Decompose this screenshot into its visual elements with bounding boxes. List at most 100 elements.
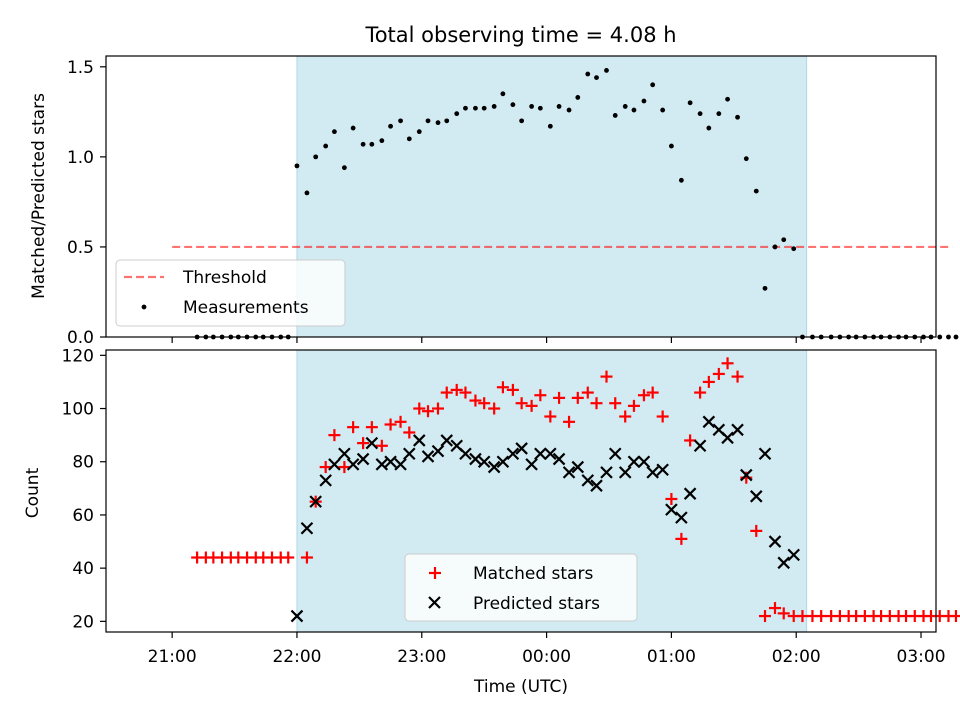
matched-point bbox=[384, 418, 397, 431]
bottom-y-tick-label: 60 bbox=[72, 506, 94, 526]
measurement-point bbox=[547, 123, 553, 129]
predicted-points bbox=[290, 415, 800, 623]
matched-point bbox=[394, 415, 407, 428]
predicted-point bbox=[675, 511, 688, 524]
matched-point bbox=[563, 415, 576, 428]
measurement-point bbox=[444, 118, 450, 124]
matched-point bbox=[488, 402, 501, 415]
matched-point bbox=[413, 402, 426, 415]
measurement-point bbox=[398, 118, 403, 124]
measurement-point bbox=[425, 118, 431, 124]
measurements-legend-marker bbox=[141, 304, 147, 310]
measurement-point bbox=[622, 104, 628, 109]
measurement-point bbox=[313, 154, 319, 160]
predicted-point bbox=[413, 434, 426, 447]
matched-point bbox=[515, 397, 528, 410]
measurement-point bbox=[341, 165, 347, 171]
predicted-point bbox=[365, 436, 379, 450]
matched-point bbox=[609, 397, 622, 410]
matched-point bbox=[328, 429, 341, 442]
x-tick-label: 03:00 bbox=[897, 647, 946, 667]
measurement-point bbox=[668, 143, 674, 149]
predicted-point bbox=[777, 556, 791, 570]
top-shaded-region bbox=[296, 55, 808, 338]
measurement-point bbox=[379, 138, 385, 144]
top-legend-box bbox=[115, 259, 346, 327]
predicted-point bbox=[731, 423, 744, 437]
predicted-point bbox=[637, 455, 651, 469]
matched-point bbox=[777, 607, 790, 620]
measurement-point bbox=[772, 244, 778, 250]
matched-legend-label: Matched stars bbox=[473, 564, 593, 584]
bottom-y-tick-label: 120 bbox=[62, 346, 94, 366]
predicted-point bbox=[319, 474, 332, 487]
measurement-point bbox=[510, 102, 516, 108]
matched-point bbox=[675, 532, 688, 545]
measurement-point bbox=[953, 334, 959, 340]
measurement-point bbox=[660, 107, 666, 113]
matched-point bbox=[590, 397, 603, 410]
matched-point bbox=[712, 367, 725, 380]
x-tick-label: 01:00 bbox=[647, 647, 696, 667]
predicted-point bbox=[721, 431, 734, 445]
predicted-point bbox=[356, 452, 370, 466]
top-y-ticks: 0.0 0.5 1.0 1.5 bbox=[67, 58, 106, 348]
matched-point bbox=[619, 410, 632, 423]
matched-point bbox=[759, 610, 772, 623]
predicted-point bbox=[525, 458, 538, 471]
predicted-point bbox=[477, 455, 491, 469]
measurement-point bbox=[937, 334, 943, 340]
x-tick-label: 21:00 bbox=[148, 647, 197, 667]
predicted-point bbox=[608, 447, 622, 461]
matched-point bbox=[694, 386, 707, 399]
matched-point bbox=[300, 551, 313, 564]
predicted-point bbox=[787, 548, 800, 562]
bottom-y-tick-label: 80 bbox=[72, 453, 94, 473]
bottom-y-ticks: 20 40 60 80 100 120 bbox=[62, 346, 106, 632]
matched-point bbox=[600, 370, 613, 383]
measurement-point bbox=[762, 285, 768, 291]
measurement-point bbox=[631, 107, 637, 113]
predicted-point bbox=[394, 458, 407, 471]
matched-point bbox=[656, 410, 669, 423]
measurement-point bbox=[650, 82, 656, 88]
matched-point bbox=[403, 426, 416, 439]
measurement-point bbox=[556, 104, 562, 109]
measurement-point bbox=[566, 107, 572, 113]
predicted-point bbox=[768, 535, 782, 548]
matched-point bbox=[702, 375, 715, 388]
matched-point bbox=[459, 386, 472, 399]
measurement-point bbox=[323, 143, 329, 149]
matched-point bbox=[646, 386, 659, 399]
measurement-point bbox=[454, 111, 460, 117]
matched-point bbox=[949, 610, 960, 623]
measurement-point bbox=[500, 91, 506, 97]
predicted-point bbox=[552, 452, 566, 466]
predicted-point bbox=[758, 447, 772, 461]
matched-point bbox=[357, 437, 370, 450]
measurement-point bbox=[725, 96, 730, 102]
predicted-point bbox=[740, 468, 753, 482]
bottom-y-tick-label: 40 bbox=[72, 559, 94, 579]
x-tick-label: 22:00 bbox=[272, 647, 321, 667]
top-y-tick-label: 1.5 bbox=[67, 58, 94, 78]
predicted-point bbox=[600, 466, 613, 479]
measurement-point bbox=[594, 75, 599, 81]
predicted-point bbox=[646, 466, 659, 479]
matched-point bbox=[721, 357, 734, 370]
predicted-point bbox=[487, 460, 501, 474]
predicted-point bbox=[338, 447, 351, 461]
matched-point bbox=[534, 389, 547, 402]
matched-point bbox=[768, 602, 781, 615]
predicted-point bbox=[300, 521, 314, 535]
measurement-point bbox=[350, 125, 356, 131]
measurement-point bbox=[491, 104, 497, 109]
measurement-point bbox=[360, 141, 366, 147]
predicted-point bbox=[309, 495, 322, 508]
measurement-point bbox=[687, 100, 693, 106]
predicted-point bbox=[469, 452, 482, 466]
measurement-point bbox=[294, 163, 300, 169]
predicted-point bbox=[544, 447, 557, 461]
measurement-point bbox=[406, 136, 412, 142]
